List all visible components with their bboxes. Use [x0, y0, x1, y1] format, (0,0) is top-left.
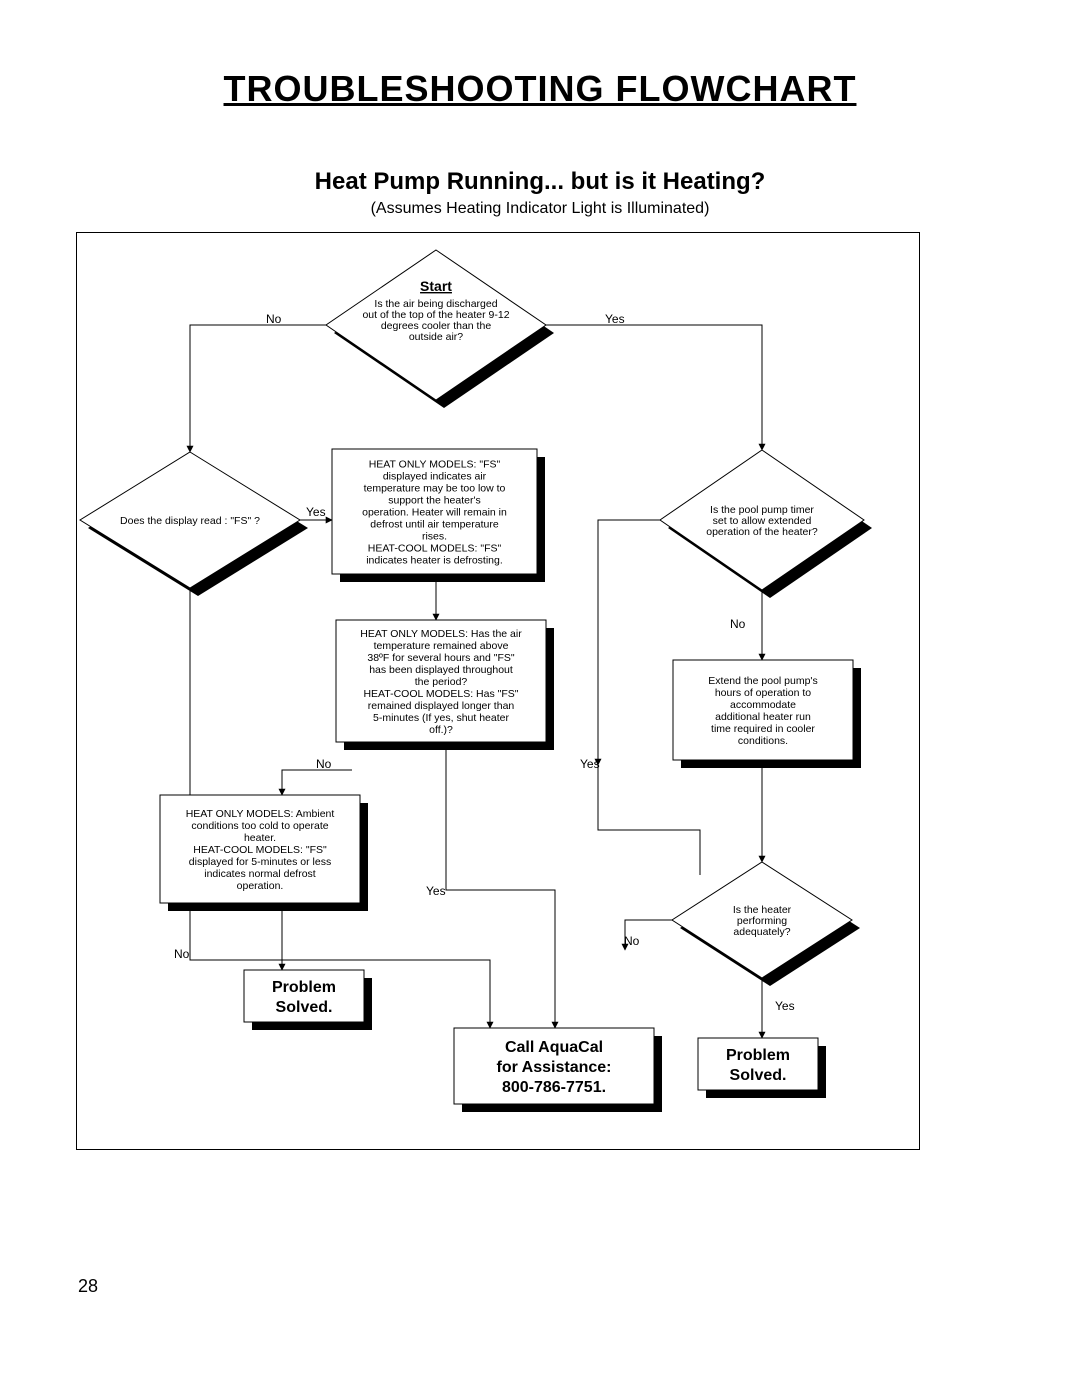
svg-text:accommodate: accommodate: [730, 699, 796, 711]
edge-label: Yes: [605, 312, 625, 326]
svg-text:indicates normal defrost: indicates normal defrost: [204, 868, 316, 880]
edge-label: No: [174, 947, 190, 961]
flowchart-canvas: No Yes Yes No No Yes No Yes Yes No StartIs the ai…: [0, 0, 1080, 1397]
svg-text:Problem: Problem: [272, 979, 336, 996]
svg-text:has been displayed throughout: has been displayed throughout: [369, 664, 513, 676]
svg-text:temperature remained above: temperature remained above: [374, 640, 509, 652]
node-fs_duration: HEAT ONLY MODELS: Has the airtemperature…: [336, 620, 554, 750]
page-number: 28: [78, 1276, 98, 1297]
svg-text:HEAT-COOL MODELS: Has "FS": HEAT-COOL MODELS: Has "FS": [363, 688, 518, 700]
edge: [598, 520, 660, 765]
svg-text:additional heater run: additional heater run: [715, 711, 811, 723]
node-adequate: Is the heaterperformingadequately?: [672, 862, 860, 986]
svg-text:Solved.: Solved.: [276, 999, 333, 1016]
node-fs_explain: HEAT ONLY MODELS: "FS"displayed indicate…: [332, 449, 545, 582]
svg-text:Extend the pool pump's: Extend the pool pump's: [708, 675, 817, 687]
svg-text:temperature may be too low to: temperature may be too low to: [364, 483, 506, 495]
svg-text:38ºF for several hours and "FS: 38ºF for several hours and "FS": [367, 652, 515, 664]
svg-text:HEAT-COOL MODELS: "FS": HEAT-COOL MODELS: "FS": [368, 543, 502, 555]
svg-text:indicates heater is defrosting: indicates heater is defrosting.: [366, 555, 503, 567]
svg-text:5-minutes (If yes, shut heater: 5-minutes (If yes, shut heater: [373, 712, 509, 724]
svg-text:HEAT-COOL MODELS: "FS": HEAT-COOL MODELS: "FS": [193, 844, 327, 856]
svg-text:HEAT ONLY MODELS: "FS": HEAT ONLY MODELS: "FS": [369, 459, 501, 471]
svg-text:operation. Heater will remain: operation. Heater will remain in: [362, 507, 507, 519]
svg-text:800-786-7751.: 800-786-7751.: [502, 1079, 606, 1096]
node-timer: Is the pool pump timerset to allow exten…: [660, 450, 872, 598]
document-page: TROUBLESHOOTING FLOWCHART Heat Pump Runn…: [0, 0, 1080, 1397]
svg-text:outside air?: outside air?: [409, 331, 463, 343]
node-call: Call AquaCal for Assistance: 800-786-7751.: [454, 1028, 662, 1112]
svg-text:displayed for 5-minutes or les: displayed for 5-minutes or less: [189, 856, 331, 868]
edge-label: No: [316, 757, 332, 771]
svg-text:support the heater's: support the heater's: [388, 495, 480, 507]
svg-text:off.)?: off.)?: [429, 724, 453, 736]
svg-text:Call AquaCal: Call AquaCal: [505, 1039, 603, 1056]
svg-text:displayed indicates air: displayed indicates air: [383, 471, 487, 483]
node-solved_right: Problem Solved.: [698, 1038, 826, 1098]
edge-label: Yes: [775, 999, 795, 1013]
node-fs_display: Does the display read : "FS" ?: [80, 452, 308, 596]
svg-text:Does the display read : "FS" ?: Does the display read : "FS" ?: [120, 515, 260, 527]
edge-label: Yes: [426, 884, 446, 898]
svg-text:heater.: heater.: [244, 832, 276, 844]
svg-text:HEAT ONLY MODELS: Ambient: HEAT ONLY MODELS: Ambient: [186, 808, 335, 820]
edge-label: No: [624, 934, 640, 948]
svg-text:operation of the heater?: operation of the heater?: [706, 526, 818, 538]
svg-text:remained displayed longer than: remained displayed longer than: [368, 700, 515, 712]
edge-label: Yes: [580, 757, 600, 771]
edge: [546, 325, 762, 450]
edge: [446, 742, 555, 1028]
edge: [190, 325, 326, 452]
edge-label: Yes: [306, 505, 326, 519]
svg-text:defrost until air temperature: defrost until air temperature: [370, 519, 499, 531]
svg-text:Solved.: Solved.: [730, 1067, 787, 1084]
edge-label: No: [730, 617, 746, 631]
edge: [282, 770, 352, 795]
svg-text:for Assistance:: for Assistance:: [497, 1059, 612, 1076]
svg-text:HEAT ONLY MODELS: Has the air: HEAT ONLY MODELS: Has the air: [360, 628, 522, 640]
node-solved_left: Problem Solved.: [244, 970, 372, 1030]
svg-text:hours of operation to: hours of operation to: [715, 687, 811, 699]
edge-label: No: [266, 312, 282, 326]
node-start: StartIs the air being dischargedout of t…: [326, 250, 554, 408]
node-ambient_cold: HEAT ONLY MODELS: Ambientconditions too …: [160, 795, 368, 911]
svg-text:conditions.: conditions.: [738, 735, 788, 747]
svg-text:operation.: operation.: [237, 880, 284, 892]
svg-text:time required in cooler: time required in cooler: [711, 723, 815, 735]
node-extend: Extend the pool pump'shours of operation…: [673, 660, 861, 768]
svg-text:adequately?: adequately?: [733, 926, 790, 938]
svg-text:rises.: rises.: [422, 531, 447, 543]
svg-text:Start: Start: [420, 278, 452, 294]
svg-text:conditions too cold to operate: conditions too cold to operate: [191, 820, 328, 832]
edge: [598, 765, 700, 875]
svg-text:the period?: the period?: [415, 676, 468, 688]
svg-text:Problem: Problem: [726, 1047, 790, 1064]
